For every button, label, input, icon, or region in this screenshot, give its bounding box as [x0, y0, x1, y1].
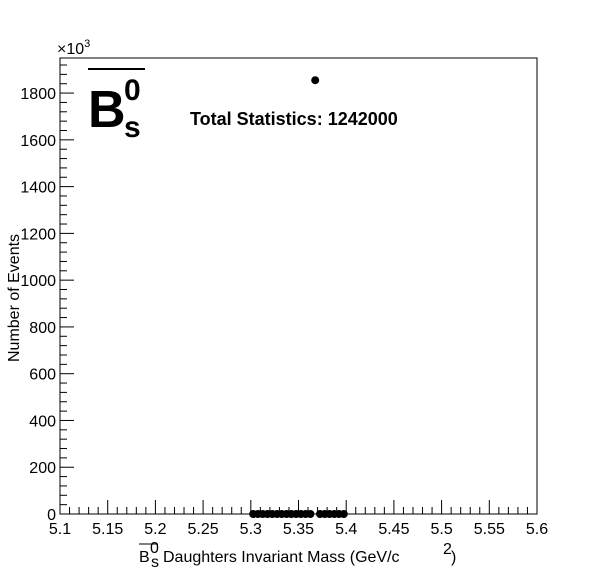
x-tick-label: 5.1	[49, 521, 71, 538]
x-title-unit-sup: 2	[443, 541, 452, 558]
particle-label-subscript: s	[124, 111, 141, 144]
y-axis-tick-labels: 0 200 400 600 800 1000 1200 1400 1600 1800	[20, 86, 56, 524]
x-tick-label: 5.6	[526, 521, 548, 538]
x-tick-label: 5.3	[240, 521, 262, 538]
data-points	[249, 76, 348, 518]
y-tick-label: 200	[29, 460, 56, 477]
x-tick-label: 5.4	[335, 521, 357, 538]
y-tick-label: 1800	[20, 86, 56, 103]
x-title-particle-sub: s	[151, 554, 159, 571]
particle-label-superscript: 0	[124, 74, 141, 107]
x-axis-title: B 0 s Daughters Invariant Mass (GeV/c 2 …	[139, 540, 456, 571]
x-title-closing: )	[451, 549, 456, 566]
y-axis-title: Number of Events	[6, 234, 23, 362]
y-tick-label: 1200	[20, 226, 56, 243]
y-tick-label: 1600	[20, 133, 56, 150]
data-point	[306, 510, 315, 518]
particle-label-main: B	[88, 81, 126, 139]
x-title-text: Daughters Invariant Mass (GeV/c	[163, 549, 400, 566]
x-title-particle-sup: 0	[150, 540, 159, 557]
x-title-particle: B	[139, 549, 150, 566]
y-multiplier: ×103	[57, 38, 90, 58]
y-tick-label: 400	[29, 413, 56, 430]
y-tick-label: 0	[47, 507, 56, 524]
y-tick-label: 600	[29, 367, 56, 384]
y-tick-label: 800	[29, 320, 56, 337]
y-tick-label: 1400	[20, 180, 56, 197]
x-tick-label: 5.55	[474, 521, 505, 538]
particle-label: B 0 s	[88, 68, 145, 144]
x-tick-label: 5.45	[378, 521, 409, 538]
y-axis-ticks	[60, 64, 74, 515]
x-tick-label: 5.35	[283, 521, 314, 538]
x-tick-label: 5.5	[430, 521, 452, 538]
data-point	[339, 510, 348, 518]
stats-text: Total Statistics: 1242000	[190, 109, 398, 129]
x-tick-label: 5.2	[144, 521, 166, 538]
x-axis-tick-labels: 5.1 5.15 5.2 5.25 5.3 5.35 5.4 5.45 5.5 5.55 5.6	[49, 521, 548, 538]
x-tick-label: 5.25	[188, 521, 219, 538]
y-tick-label: 1000	[20, 273, 56, 290]
data-point	[311, 76, 320, 85]
x-tick-label: 5.15	[92, 521, 123, 538]
